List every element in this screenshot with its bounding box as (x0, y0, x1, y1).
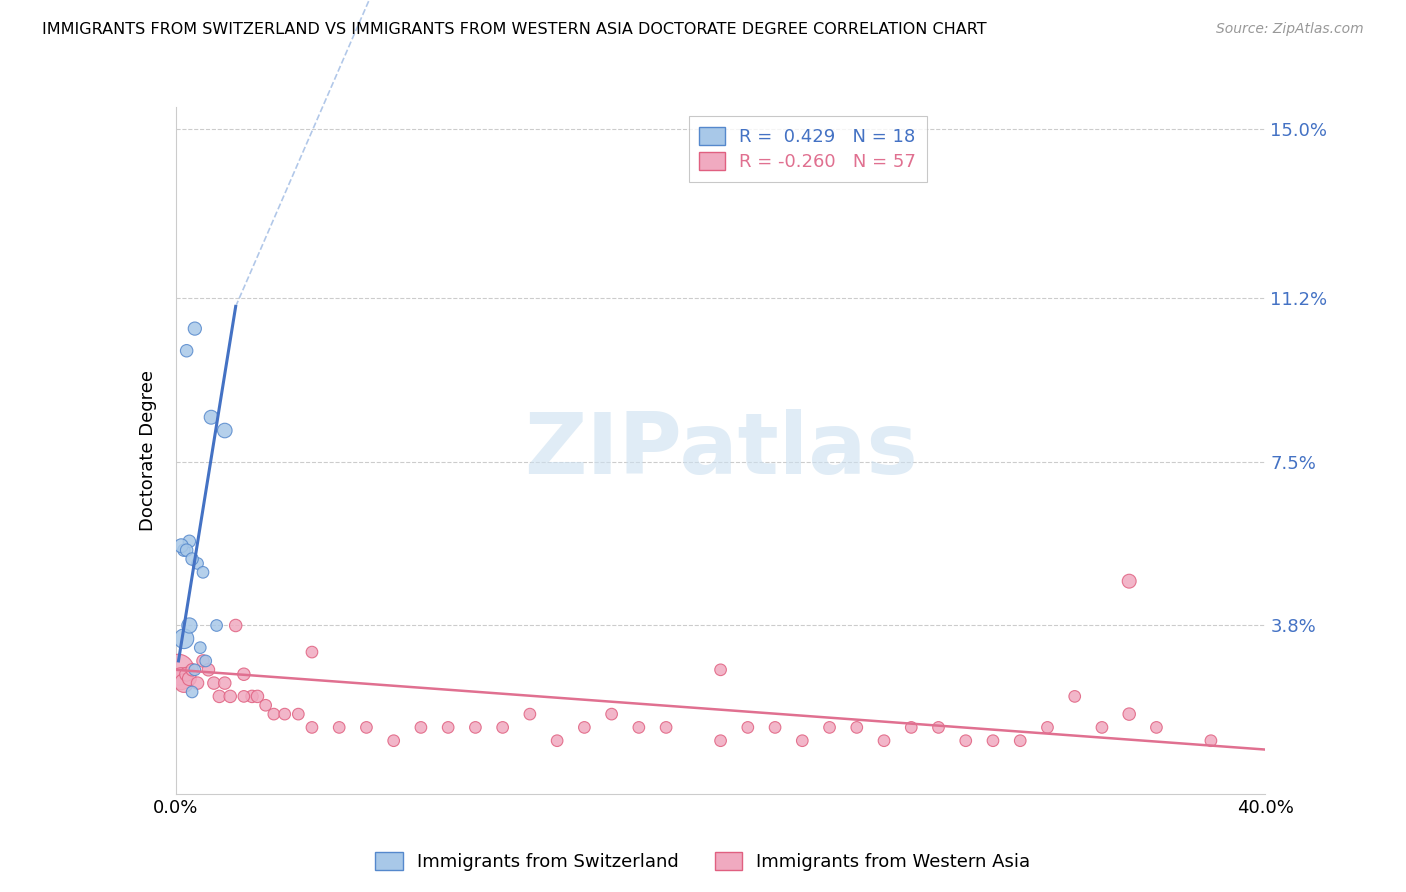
Point (1118, 574, 1140, 589)
Point (170, 539, 193, 553)
Point (173, 632, 195, 646)
Point (173, 543, 195, 558)
Text: Source: ZipAtlas.com: Source: ZipAtlas.com (1216, 22, 1364, 37)
Point (173, 676, 195, 690)
Point (818, 720, 841, 734)
Point (170, 672, 193, 686)
Y-axis label: Doctorate Degree: Doctorate Degree (139, 370, 157, 531)
Point (194, 654, 217, 668)
Point (197, 663, 219, 677)
Point (188, 640, 211, 655)
Point (167, 663, 190, 677)
Point (208, 690, 231, 704)
Point (873, 733, 896, 747)
Point (274, 707, 297, 722)
Point (627, 720, 650, 734)
Point (254, 698, 277, 713)
Point (900, 720, 922, 734)
Point (737, 720, 759, 734)
Point (1036, 720, 1059, 734)
Point (492, 720, 515, 734)
Point (1118, 707, 1140, 722)
Point (181, 663, 204, 677)
Point (928, 720, 950, 734)
Point (186, 557, 209, 571)
Point (176, 667, 198, 681)
Point (219, 690, 242, 704)
Point (176, 343, 198, 358)
Point (519, 707, 541, 722)
Point (287, 707, 309, 722)
Point (214, 424, 236, 438)
Point (179, 672, 201, 686)
Point (191, 654, 214, 668)
Point (464, 720, 486, 734)
Point (179, 618, 201, 632)
Point (214, 676, 236, 690)
Text: ZIPatlas: ZIPatlas (523, 409, 918, 492)
Point (1063, 690, 1085, 704)
Point (240, 690, 263, 704)
Point (301, 720, 323, 734)
Point (655, 720, 678, 734)
Point (184, 663, 207, 677)
Point (1091, 720, 1114, 734)
Point (382, 733, 405, 747)
Point (1144, 720, 1167, 734)
Point (437, 720, 460, 734)
Point (246, 690, 269, 704)
Point (600, 707, 623, 722)
Legend: R =  0.429   N = 18, R = -0.260   N = 57: R = 0.429 N = 18, R = -0.260 N = 57 (689, 116, 927, 182)
Point (546, 733, 568, 747)
Text: IMMIGRANTS FROM SWITZERLAND VS IMMIGRANTS FROM WESTERN ASIA DOCTORATE DEGREE COR: IMMIGRANTS FROM SWITZERLAND VS IMMIGRANT… (42, 22, 987, 37)
Point (792, 733, 814, 747)
Point (263, 707, 285, 722)
Point (191, 566, 214, 580)
Point (1010, 733, 1032, 747)
Point (710, 663, 733, 677)
Point (200, 410, 222, 425)
Point (181, 685, 204, 699)
Point (232, 690, 254, 704)
Point (1199, 733, 1222, 747)
Point (409, 720, 432, 734)
Point (186, 676, 209, 690)
Point (205, 618, 228, 632)
Point (225, 618, 247, 632)
Point (181, 552, 204, 566)
Point (574, 720, 596, 734)
Point (184, 321, 207, 335)
Legend: Immigrants from Switzerland, Immigrants from Western Asia: Immigrants from Switzerland, Immigrants … (368, 845, 1038, 879)
Point (356, 720, 378, 734)
Point (202, 676, 225, 690)
Point (328, 720, 350, 734)
Point (955, 733, 977, 747)
Point (981, 733, 1004, 747)
Point (301, 645, 323, 659)
Point (763, 720, 786, 734)
Point (232, 667, 254, 681)
Point (179, 534, 201, 549)
Point (710, 733, 733, 747)
Point (845, 720, 868, 734)
Point (176, 543, 198, 558)
